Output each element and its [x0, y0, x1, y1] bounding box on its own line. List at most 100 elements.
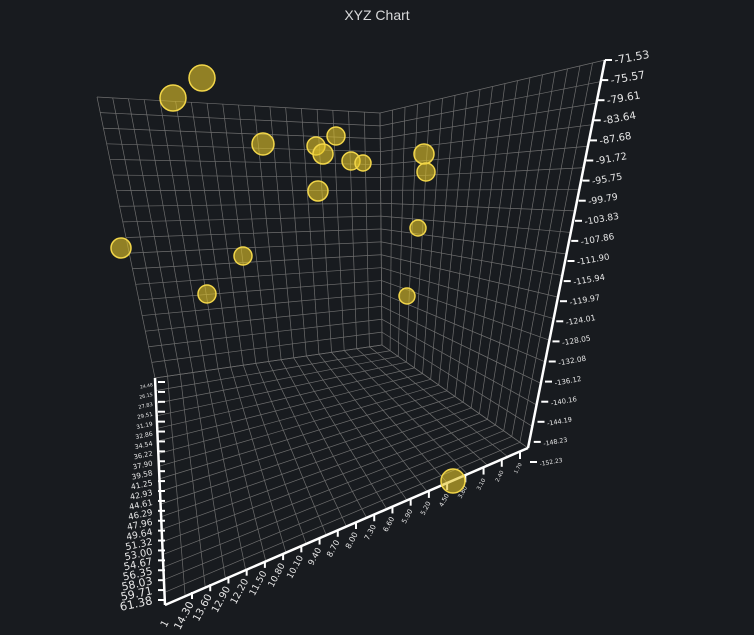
x-axis-tick-label: 5.20 [419, 500, 433, 517]
floor-grid-line [158, 378, 431, 455]
side-wall-grid-line [503, 68, 568, 431]
z-axis-tick-label: -132.08 [558, 354, 588, 368]
data-point [307, 180, 329, 202]
x-axis-tick-label: 3.10 [476, 477, 487, 491]
back-wall-grid-line [348, 111, 358, 349]
data-point [233, 246, 253, 266]
z-axis-tick-label: -83.64 [602, 110, 637, 128]
chart-title: XYZ Chart [344, 7, 410, 23]
back-wall-grid-line [96, 96, 381, 114]
x-axis-tick-label: 10.10 [285, 554, 306, 581]
floor-grid-line [155, 350, 391, 391]
z-axis-tick-label: -136.12 [554, 375, 582, 388]
side-wall-grid-line [511, 65, 581, 437]
y-axis-tick-label: 27.83 [138, 402, 154, 411]
y-axis-tick-label: 39.58 [131, 468, 154, 481]
axes [153, 59, 612, 607]
data-point [110, 237, 132, 259]
floor-grid-line [306, 355, 408, 501]
y-axis-tick-label: 32.86 [135, 431, 154, 441]
side-wall-grid-line [379, 59, 606, 114]
z-axis-tick-label: -103.83 [584, 212, 620, 228]
z-axis-tick-label: -95.75 [591, 171, 623, 187]
x-axis-end-label: 1 [159, 619, 172, 630]
data-point [251, 132, 275, 156]
side-wall-grid-line [380, 124, 593, 153]
data-point [326, 126, 346, 146]
z-axis-tick-label: -75.57 [610, 68, 647, 87]
floor-grid-line [318, 353, 428, 492]
data-point [312, 143, 334, 165]
z-axis-tick-label: -91.72 [595, 151, 628, 167]
floor-grid-line [157, 367, 415, 429]
floor-grid-line [369, 346, 509, 457]
data-point [354, 154, 372, 172]
x-axis-tick-label: 6.60 [381, 515, 397, 534]
x-axis-tick-label: 7.30 [362, 523, 378, 542]
z-axis-tick-label: -107.86 [580, 232, 616, 248]
x-axis-tick-label: 3.80 [458, 485, 470, 500]
y-axis-tick-label: 24.48 [140, 382, 154, 391]
x-axis-tick-label: 2.40 [495, 469, 506, 483]
tick-labels: 61.3859.7158.0356.3554.6753.0051.3249.64… [118, 48, 650, 632]
x-axis-tick-label: 8.00 [344, 531, 360, 551]
floor-grid-line [356, 348, 488, 466]
z-axis-tick-label: -128.05 [561, 333, 591, 347]
x-axis-tick-label: 4.50 [438, 493, 451, 509]
data-point [398, 287, 416, 305]
back-wall-grid-line [106, 143, 381, 153]
back-wall-grid-line [100, 112, 381, 127]
z-axis-tick-label: -71.53 [613, 48, 650, 67]
x-axis-tick-label: 5.90 [400, 508, 414, 525]
side-wall-grid-line [462, 83, 506, 403]
x-axis-line [164, 446, 529, 607]
z-axis-tick-label: -111.90 [576, 252, 610, 268]
data-point [440, 468, 466, 494]
x-axis-tick-label: 1.70 [513, 462, 524, 475]
data-point [197, 284, 217, 304]
data-point [409, 219, 427, 237]
data-point [159, 84, 187, 112]
y-axis-tick-label: 46.29 [127, 508, 153, 523]
data-points [110, 64, 466, 494]
side-wall-grid-line [478, 77, 531, 414]
z-axis-tick-label: -152.23 [539, 457, 563, 468]
z-axis-tick-label: -79.61 [606, 89, 641, 107]
z-axis-tick-label: -124.01 [565, 313, 596, 327]
floor-grid-line [156, 356, 399, 404]
x-axis-tick-label: 9.40 [306, 546, 324, 567]
side-wall-grid-line [380, 145, 588, 165]
y-axis-tick-label: 58.03 [120, 574, 153, 593]
floor-grid-line [156, 361, 407, 417]
data-point [188, 64, 216, 92]
x-axis-tick-label: 11.50 [247, 569, 269, 598]
y-axis-tick-label: 34.54 [134, 440, 154, 452]
z-axis-tick-label: -115.94 [572, 272, 605, 287]
y-axis-tick-label: 29.51 [137, 412, 154, 421]
data-point [413, 143, 435, 165]
z-axis-tick-label: -148.23 [543, 437, 568, 448]
z-axis-tick-label: -144.19 [546, 416, 572, 428]
y-axis-tick-label: 61.38 [118, 593, 153, 614]
y-axis-tick-label: 37.90 [132, 459, 153, 471]
z-axis-tick-label: -87.68 [599, 131, 633, 147]
z-axis-line [526, 59, 607, 449]
z-axis-tick-label: -140.16 [550, 395, 577, 407]
y-axis-tick-label: 26.15 [139, 392, 154, 401]
z-axis-tick-label: -99.79 [587, 192, 619, 208]
side-wall-grid-line [380, 102, 597, 140]
side-wall-grid-line [380, 167, 584, 178]
x-axis-tick-label: 8.70 [324, 538, 341, 559]
y-axis-tick-label: 44.61 [128, 497, 153, 512]
side-wall-grid-line [470, 80, 518, 408]
y-axis-tick-label: 49.64 [125, 527, 153, 543]
z-axis-tick-label: -119.97 [569, 293, 601, 307]
grid [96, 59, 606, 606]
back-wall-grid-line [363, 112, 370, 347]
y-axis-tick-label: 36.22 [133, 449, 153, 461]
side-wall-grid-line [380, 215, 571, 233]
side-wall-grid-line [380, 81, 601, 127]
data-point [416, 162, 436, 182]
